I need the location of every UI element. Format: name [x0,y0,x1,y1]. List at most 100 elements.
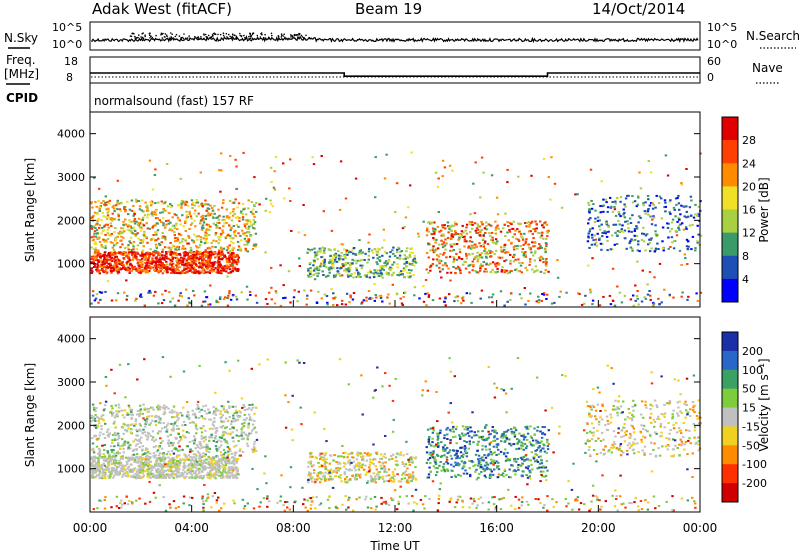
scatter-cell [381,300,384,303]
scatter-cell [450,245,453,248]
noise-spike [142,37,145,40]
scatter-cell [321,255,325,258]
scatter-cell [171,460,175,463]
scatter-cell [202,452,205,455]
scatter-cell [214,233,217,236]
noise-spike [264,33,266,36]
scatter-cell [148,423,151,426]
scatter-cell [197,475,200,478]
scatter-cell [212,456,215,458]
scatter-cell [617,211,620,214]
scatter-cell [215,468,218,471]
scatter-cell [150,203,153,206]
scatter-cell [368,276,372,279]
scatter-cell [152,266,155,269]
scatter-cell [173,231,176,234]
scatter-cell [201,455,204,458]
scatter-cell [485,262,488,265]
scatter-cell [159,460,163,463]
scatter-cell [153,456,156,459]
noise-spike [240,35,243,37]
scatter-cell [116,261,120,264]
scatter-cell [638,215,641,218]
scatter-cell [172,427,175,430]
scatter-cell [189,269,192,272]
scatter-cell [411,260,415,263]
scatter-cell [538,247,541,250]
scatter-cell [343,255,346,258]
scatter-cell [233,412,236,415]
scatter-cell [211,427,214,430]
scatter-cell [608,294,612,297]
scatter-cell [151,210,154,213]
scatter-cell [90,267,93,270]
scatter-cell [236,206,239,209]
scatter-cell [131,258,135,261]
scatter-cell [104,195,107,198]
scatter-cell [114,458,117,461]
scatter-cell [602,204,605,207]
scatter-cell [499,290,503,293]
scatter-cell [165,430,169,433]
scatter-cell [192,267,195,270]
scatter-cell [176,238,180,241]
scatter-cell [190,463,194,466]
scatter-cell [595,241,598,244]
scatter-cell [162,452,165,454]
scatter-cell [101,414,105,417]
scatter-cell [161,440,164,443]
noise-spike [300,34,303,37]
scatter-cell [337,250,340,253]
scatter-cell [97,460,100,463]
scatter-cell [664,210,667,213]
scatter-cell [94,235,98,238]
scatter-cell [237,232,240,235]
scatter-cell [529,230,532,233]
scatter-cell [94,457,97,460]
scatter-cell [414,259,417,262]
scatter-cell [160,241,163,244]
scatter-cell [647,160,650,162]
scatter-cell [628,242,631,245]
scatter-cell [134,423,137,426]
scatter-cell [242,425,246,427]
scatter-cell [204,218,208,220]
scatter-cell [182,458,185,461]
scatter-cell [635,226,639,229]
scatter-cell [312,264,315,267]
scatter-cell [231,249,234,252]
scatter-cell [125,414,128,416]
noise-spike [217,33,219,36]
scatter-cell [220,247,223,250]
scatter-cell [96,219,99,222]
scatter-cell [184,250,187,253]
scatter-cell [146,253,149,256]
scatter-cell [270,286,273,289]
scatter-cell [522,254,525,256]
scatter-cell [92,255,95,258]
scatter-cell [123,253,126,256]
scatter-cell [207,203,210,206]
scatter-cell [146,454,149,457]
scatter-cell [105,254,109,257]
scatter-cell [680,204,683,207]
scatter-cell [587,201,590,204]
scatter-cell [222,266,225,269]
scatter-cell [512,260,516,263]
scatter-cell [656,242,659,245]
scatter-cell [623,216,627,219]
noise-spike [308,36,311,39]
scatter-cell [141,462,145,465]
scatter-cell [206,444,209,447]
scatter-cell [198,472,201,475]
scatter-cell [681,291,684,294]
scatter-cell [126,228,129,231]
scatter-cell [471,221,474,224]
scatter-cell [316,258,319,261]
scatter-cell [383,261,387,264]
scatter-cell [138,456,141,459]
scatter-cell [378,256,381,258]
scatter-cell [167,465,170,468]
